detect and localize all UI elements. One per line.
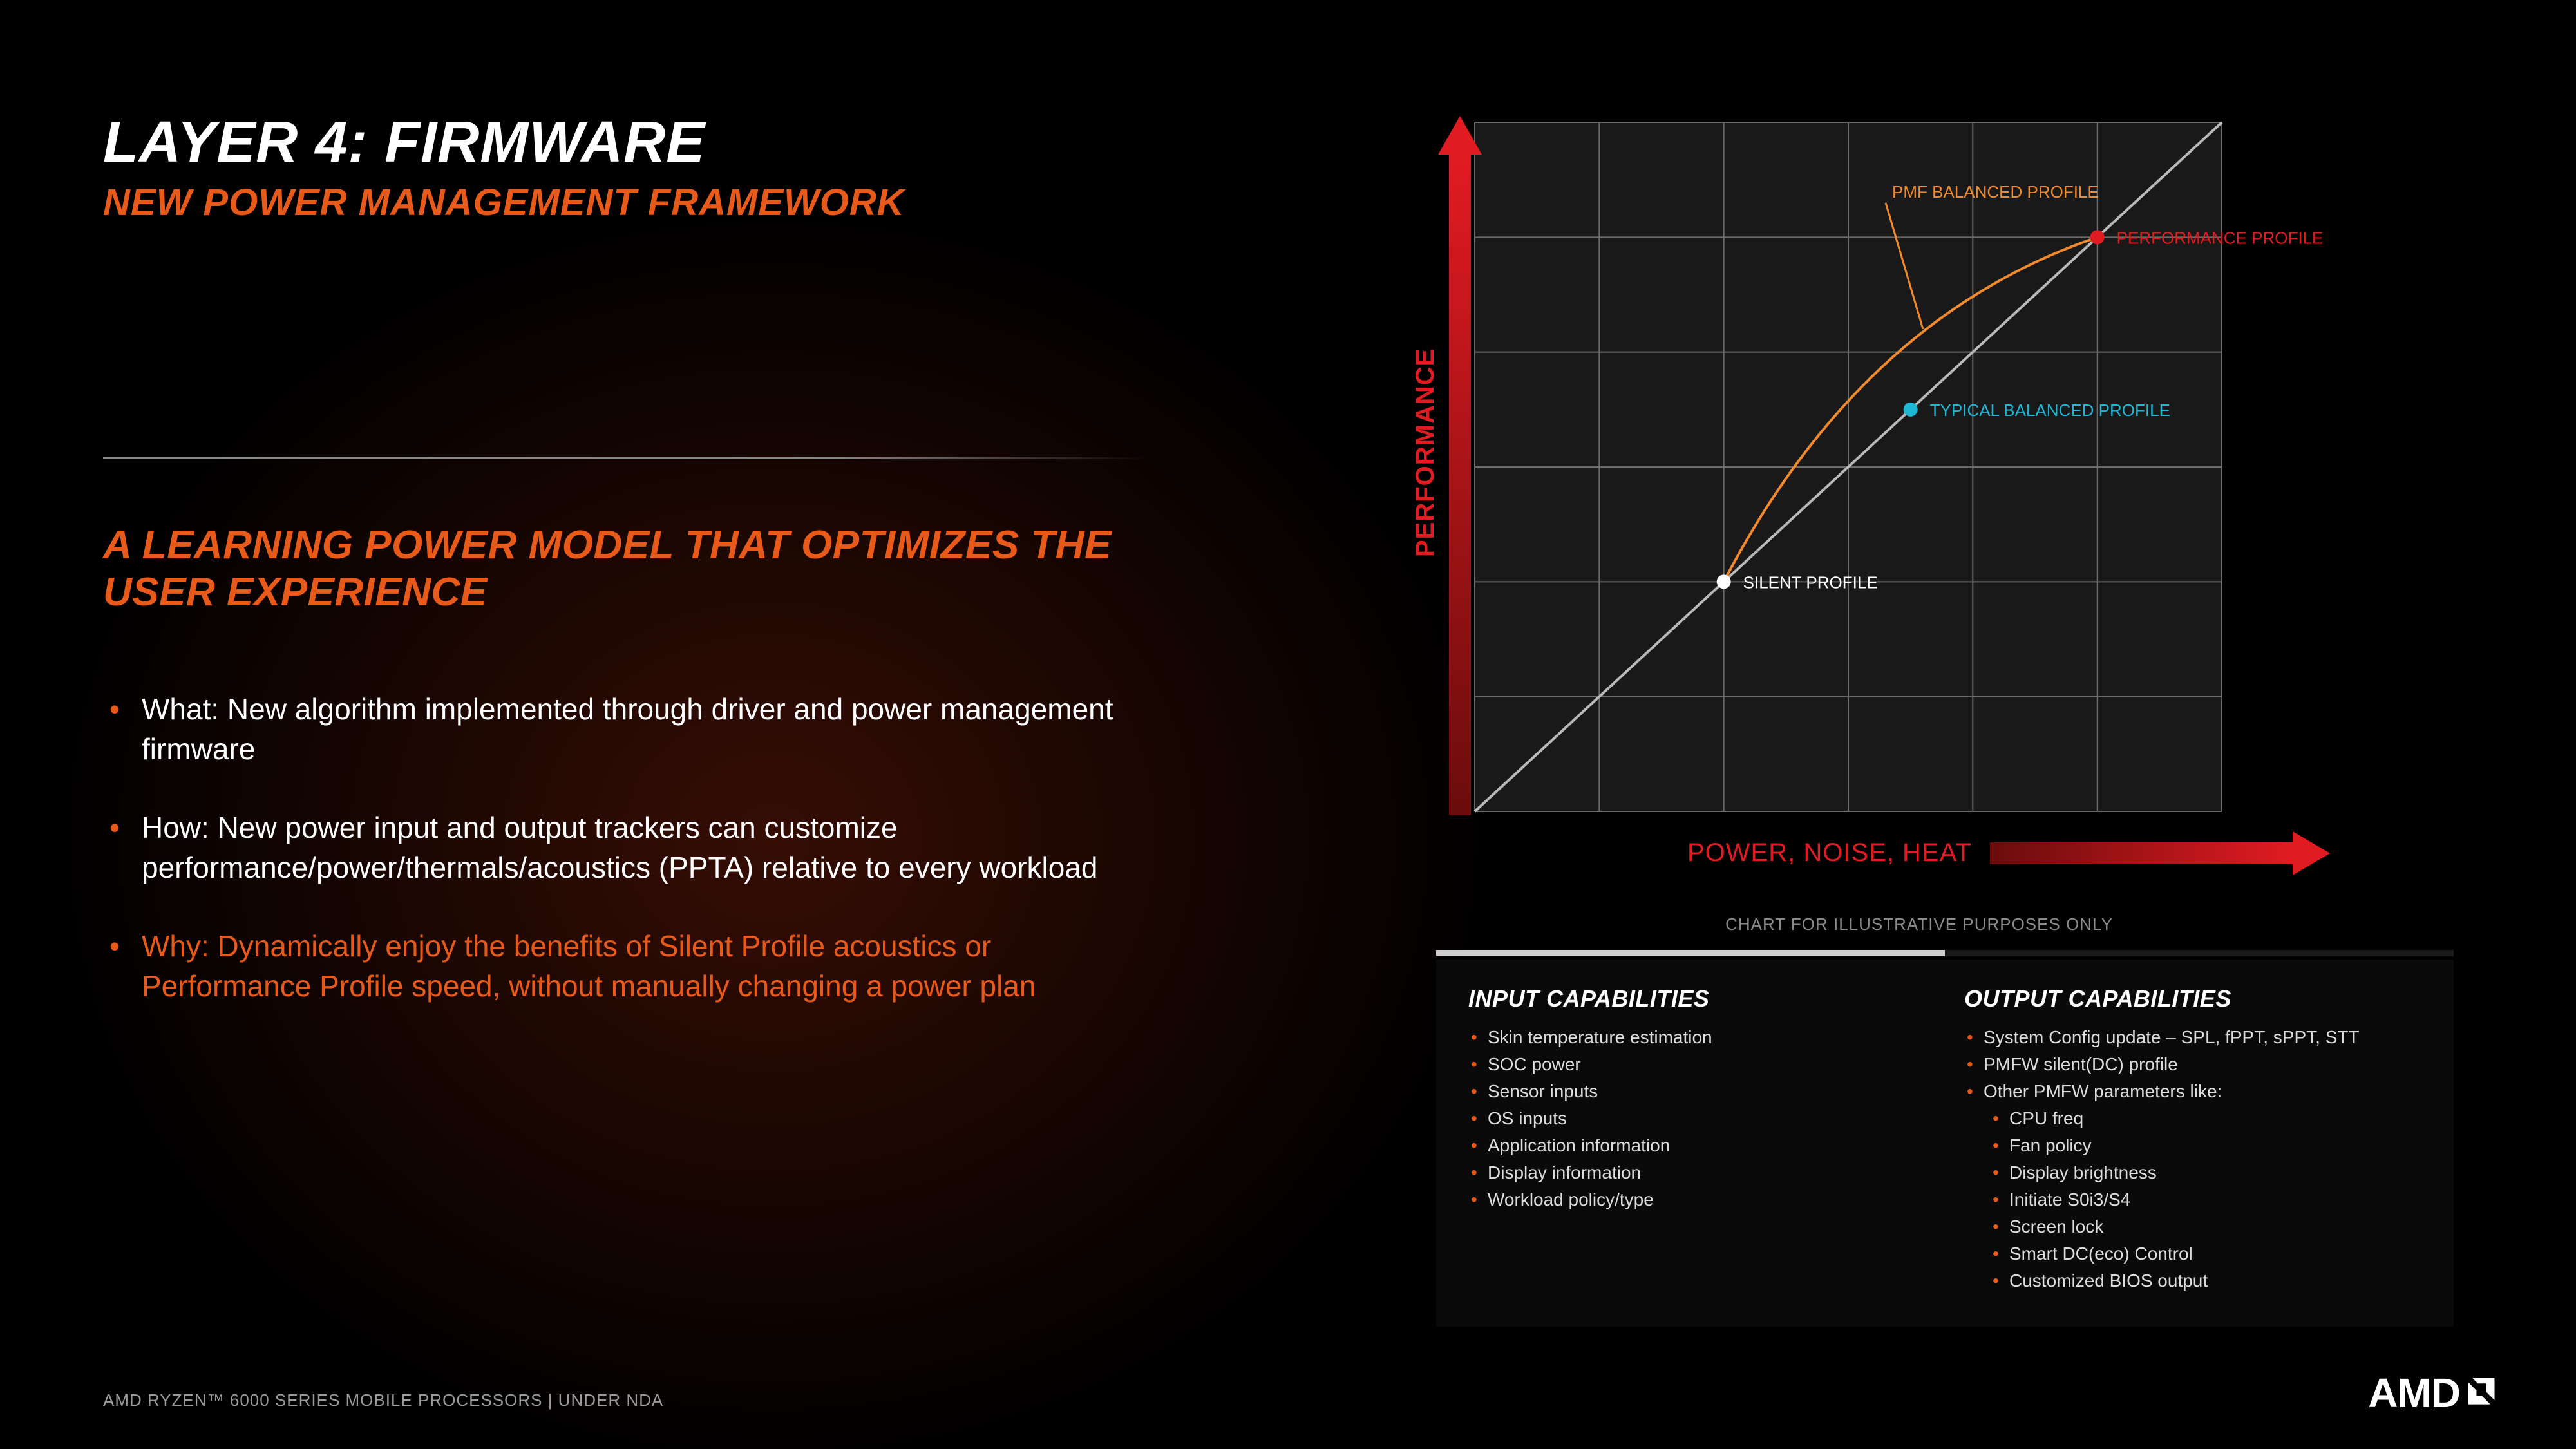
svg-text:PERFORMANCE: PERFORMANCE — [1411, 348, 1439, 557]
svg-text:TYPICAL BALANCED PROFILE: TYPICAL BALANCED PROFILE — [1930, 401, 2170, 420]
title-block: LAYER 4: FIRMWARE NEW POWER MANAGEMENT F… — [103, 109, 905, 224]
chart-note: CHART FOR ILLUSTRATIVE PURPOSES ONLY — [1597, 914, 2241, 934]
slide-subtitle: NEW POWER MANAGEMENT FRAMEWORK — [103, 181, 905, 224]
caps-subitem: Fan policy — [1990, 1132, 2421, 1159]
caps-item: Sensor inputs — [1468, 1078, 1926, 1105]
caps-subitem: Smart DC(eco) Control — [1990, 1240, 2421, 1267]
caps-subitem: Screen lock — [1990, 1213, 2421, 1240]
input-caps-list: Skin temperature estimationSOC powerSens… — [1468, 1024, 1926, 1213]
caps-subitem: CPU freq — [1990, 1105, 2421, 1132]
capabilities-box: INPUT CAPABILITIES Skin temperature esti… — [1436, 960, 2454, 1327]
output-caps-title: OUTPUT CAPABILITIES — [1964, 985, 2421, 1012]
performance-chart: PERFORMANCE POWER, NOISE, HEAT PMF BALANCE… — [1397, 97, 2460, 889]
caps-subitem: Initiate S0i3/S4 — [1990, 1186, 2421, 1213]
output-caps-list: System Config update – SPL, fPPT, sPPT, … — [1964, 1024, 2421, 1105]
caps-item: Display information — [1468, 1159, 1926, 1186]
caps-subitem: Customized BIOS output — [1990, 1267, 2421, 1294]
caps-item: SOC power — [1468, 1051, 1926, 1078]
chart-svg: PERFORMANCE POWER, NOISE, HEAT PMF BALANCE… — [1397, 97, 2460, 889]
caps-item: Other PMFW parameters like: — [1964, 1078, 2421, 1105]
bullet-list: What: New algorithm implemented through … — [103, 689, 1166, 1045]
caps-item: Skin temperature estimation — [1468, 1024, 1926, 1051]
caps-subitem: Display brightness — [1990, 1159, 2421, 1186]
output-capabilities: OUTPUT CAPABILITIES System Config update… — [1964, 985, 2421, 1294]
input-caps-title: INPUT CAPABILITIES — [1468, 985, 1926, 1012]
brand-text: AMD — [2368, 1369, 2460, 1417]
caps-item: System Config update – SPL, fPPT, sPPT, … — [1964, 1024, 2421, 1051]
svg-text:PERFORMANCE PROFILE: PERFORMANCE PROFILE — [2117, 228, 2324, 247]
output-caps-sublist: CPU freqFan policyDisplay brightnessInit… — [1990, 1105, 2421, 1294]
caps-item: Workload policy/type — [1468, 1186, 1926, 1213]
slide-title: LAYER 4: FIRMWARE — [103, 109, 905, 176]
svg-text:SILENT PROFILE: SILENT PROFILE — [1743, 573, 1878, 592]
brand-logo: AMD — [2368, 1369, 2499, 1417]
divider — [103, 457, 1146, 459]
footer-text: AMD RYZEN™ 6000 SERIES MOBILE PROCESSORS… — [103, 1390, 663, 1410]
bullet-item: What: New algorithm implemented through … — [103, 689, 1166, 769]
input-capabilities: INPUT CAPABILITIES Skin temperature esti… — [1468, 985, 1926, 1294]
capabilities-separator — [1436, 950, 2454, 956]
svg-text:POWER, NOISE, HEAT: POWER, NOISE, HEAT — [1687, 838, 1972, 867]
caps-item: Application information — [1468, 1132, 1926, 1159]
caps-item: OS inputs — [1468, 1105, 1926, 1132]
svg-text:PMF BALANCED PROFILE: PMF BALANCED PROFILE — [1892, 182, 2099, 202]
bullet-item: How: New power input and output trackers… — [103, 808, 1166, 887]
caps-item: PMFW silent(DC) profile — [1964, 1051, 2421, 1078]
section-heading: A LEARNING POWER MODEL THAT OPTIMIZES TH… — [103, 522, 1198, 616]
bullet-item: Why: Dynamically enjoy the benefits of S… — [103, 926, 1166, 1006]
amd-arrow-icon — [2464, 1369, 2499, 1417]
